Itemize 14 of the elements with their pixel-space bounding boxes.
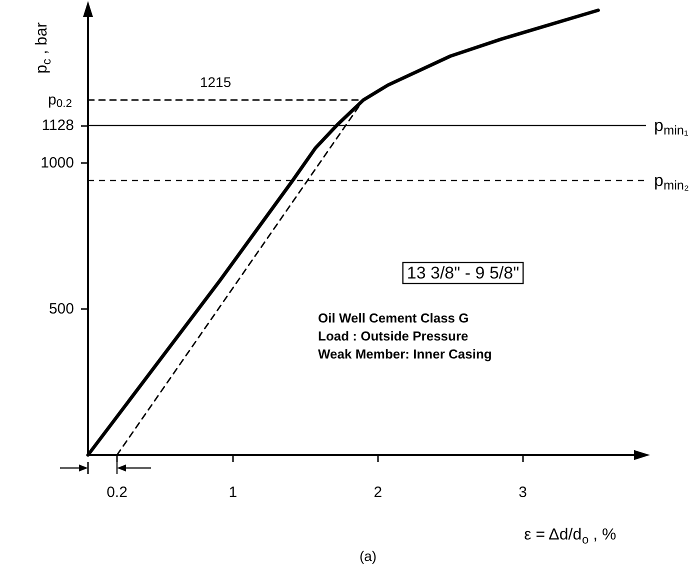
y-tick-label: 1000 (40, 154, 74, 172)
annotation: Weak Member: Inner Casing (318, 346, 492, 362)
text: (a) (359, 548, 377, 564)
y-tick-label: 1128 (42, 116, 74, 134)
x-tick-label: 0.2 (106, 484, 128, 501)
y-tick-label: 500 (48, 300, 74, 318)
annotation: 13 3/8" - 9 5/8" (406, 264, 520, 282)
x-tick-label: 3 (518, 484, 527, 501)
annotation: 1215 (200, 74, 232, 90)
annotation: Load : Outside Pressure (318, 328, 468, 344)
x-tick-label: 1 (228, 484, 238, 501)
y-axis-title: pc , bar (34, 22, 54, 74)
x-tick-label: 2 (374, 484, 382, 501)
annotation: Oil Well Cement Class G (318, 310, 469, 326)
